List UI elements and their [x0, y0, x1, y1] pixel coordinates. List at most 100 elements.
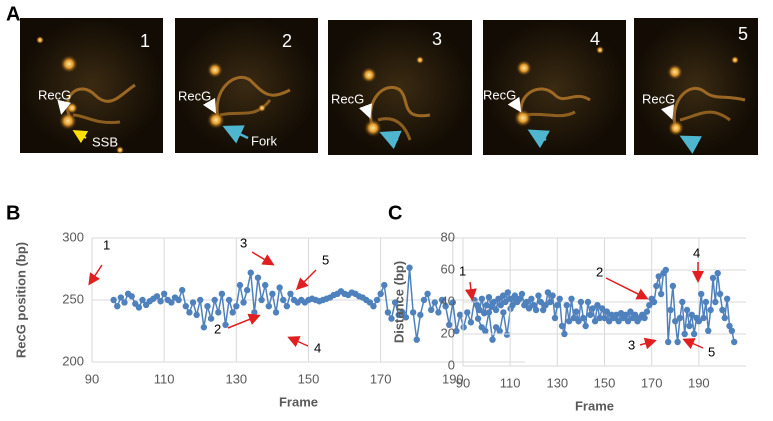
- data-point: [114, 303, 121, 310]
- data-point: [240, 299, 247, 306]
- data-point: [157, 298, 164, 305]
- annotation-arrow: [295, 269, 317, 291]
- annotation: 5: [322, 252, 329, 267]
- y-tick-label: 40: [441, 293, 455, 308]
- data-point: [179, 286, 186, 294]
- data-point: [456, 311, 464, 319]
- data-point: [496, 327, 503, 335]
- data-point: [655, 273, 662, 280]
- data-point: [424, 290, 431, 297]
- panel-label: A: [6, 3, 20, 25]
- data-point: [653, 282, 660, 290]
- x-tick-label: 110: [500, 375, 521, 390]
- x-axis-title: Frame: [575, 398, 614, 413]
- data-point: [561, 330, 568, 338]
- data-point: [381, 281, 388, 289]
- data-point: [516, 295, 523, 302]
- data-point: [272, 309, 280, 316]
- data-point: [186, 309, 193, 316]
- data-point: [482, 327, 489, 335]
- panel-label: B: [6, 202, 20, 224]
- data-point: [679, 298, 686, 306]
- data-point: [388, 315, 395, 322]
- data-point: [575, 318, 582, 325]
- data-point: [504, 289, 512, 296]
- annotation: 2: [596, 264, 603, 279]
- data-point: [402, 314, 410, 321]
- x-tick-label: 90: [85, 371, 99, 386]
- data-point: [558, 322, 566, 330]
- data-point: [485, 294, 493, 301]
- image-label: RecG: [331, 91, 364, 106]
- data-point: [262, 281, 269, 289]
- data-point: [615, 318, 622, 325]
- data-point: [453, 327, 460, 335]
- data-point: [269, 290, 276, 297]
- data-point: [723, 295, 731, 302]
- y-tick-label: 250: [62, 291, 84, 306]
- data-point: [229, 309, 236, 316]
- data-point: [427, 306, 435, 314]
- image-number: 3: [432, 29, 442, 49]
- data-point: [287, 290, 294, 297]
- y-tick-label: 60: [441, 261, 455, 276]
- data-point: [731, 338, 738, 346]
- image-number: 1: [140, 31, 150, 51]
- image-label: RecG: [38, 87, 71, 102]
- data-point: [728, 327, 736, 334]
- afm-image: 4 RecG: [483, 20, 626, 155]
- data-point: [236, 281, 244, 289]
- data-point: [391, 299, 399, 306]
- annotation: 4: [314, 340, 321, 355]
- data-point: [544, 289, 552, 296]
- afm-image: 3 RecG: [328, 20, 472, 155]
- data-point: [601, 314, 608, 322]
- data-point: [449, 299, 457, 306]
- data-point: [460, 324, 467, 331]
- data-point: [530, 302, 537, 309]
- data-point: [243, 286, 251, 294]
- data-point: [490, 298, 497, 306]
- data-point: [160, 290, 168, 297]
- data-point: [478, 295, 486, 302]
- data-point: [211, 296, 218, 304]
- data-point: [596, 314, 603, 322]
- data-point: [197, 296, 204, 304]
- data-point: [200, 324, 208, 331]
- data-point: [535, 292, 542, 299]
- annotation-arrow: [251, 251, 275, 266]
- data-point: [225, 296, 233, 304]
- y-tick-label: 80: [441, 229, 455, 244]
- data-point: [686, 322, 693, 330]
- data-point: [110, 296, 117, 304]
- data-point: [503, 331, 511, 338]
- data-point: [669, 282, 677, 290]
- data-point: [497, 302, 504, 309]
- afm-image: 5 RecG: [634, 18, 758, 155]
- data-point: [518, 290, 526, 298]
- data-point: [280, 296, 287, 304]
- panel-label: C: [388, 202, 402, 224]
- annotation: 2: [214, 321, 221, 336]
- data-point: [705, 327, 712, 334]
- data-point: [664, 338, 672, 346]
- data-point: [511, 292, 519, 299]
- image-label: RecG: [483, 87, 516, 102]
- data-point: [399, 309, 406, 316]
- data-point: [594, 302, 601, 309]
- image-label: RecG: [642, 91, 675, 106]
- data-point: [370, 303, 377, 310]
- data-point: [650, 298, 658, 306]
- data-point: [542, 302, 549, 309]
- data-point: [215, 309, 222, 316]
- data-point: [258, 296, 265, 304]
- annotation: 3: [628, 337, 635, 352]
- data-point: [690, 330, 698, 338]
- data-point: [417, 311, 424, 319]
- data-point: [193, 311, 200, 319]
- data-point: [377, 290, 384, 297]
- data-point: [222, 321, 229, 328]
- data-point: [606, 318, 613, 325]
- data-point: [624, 318, 632, 325]
